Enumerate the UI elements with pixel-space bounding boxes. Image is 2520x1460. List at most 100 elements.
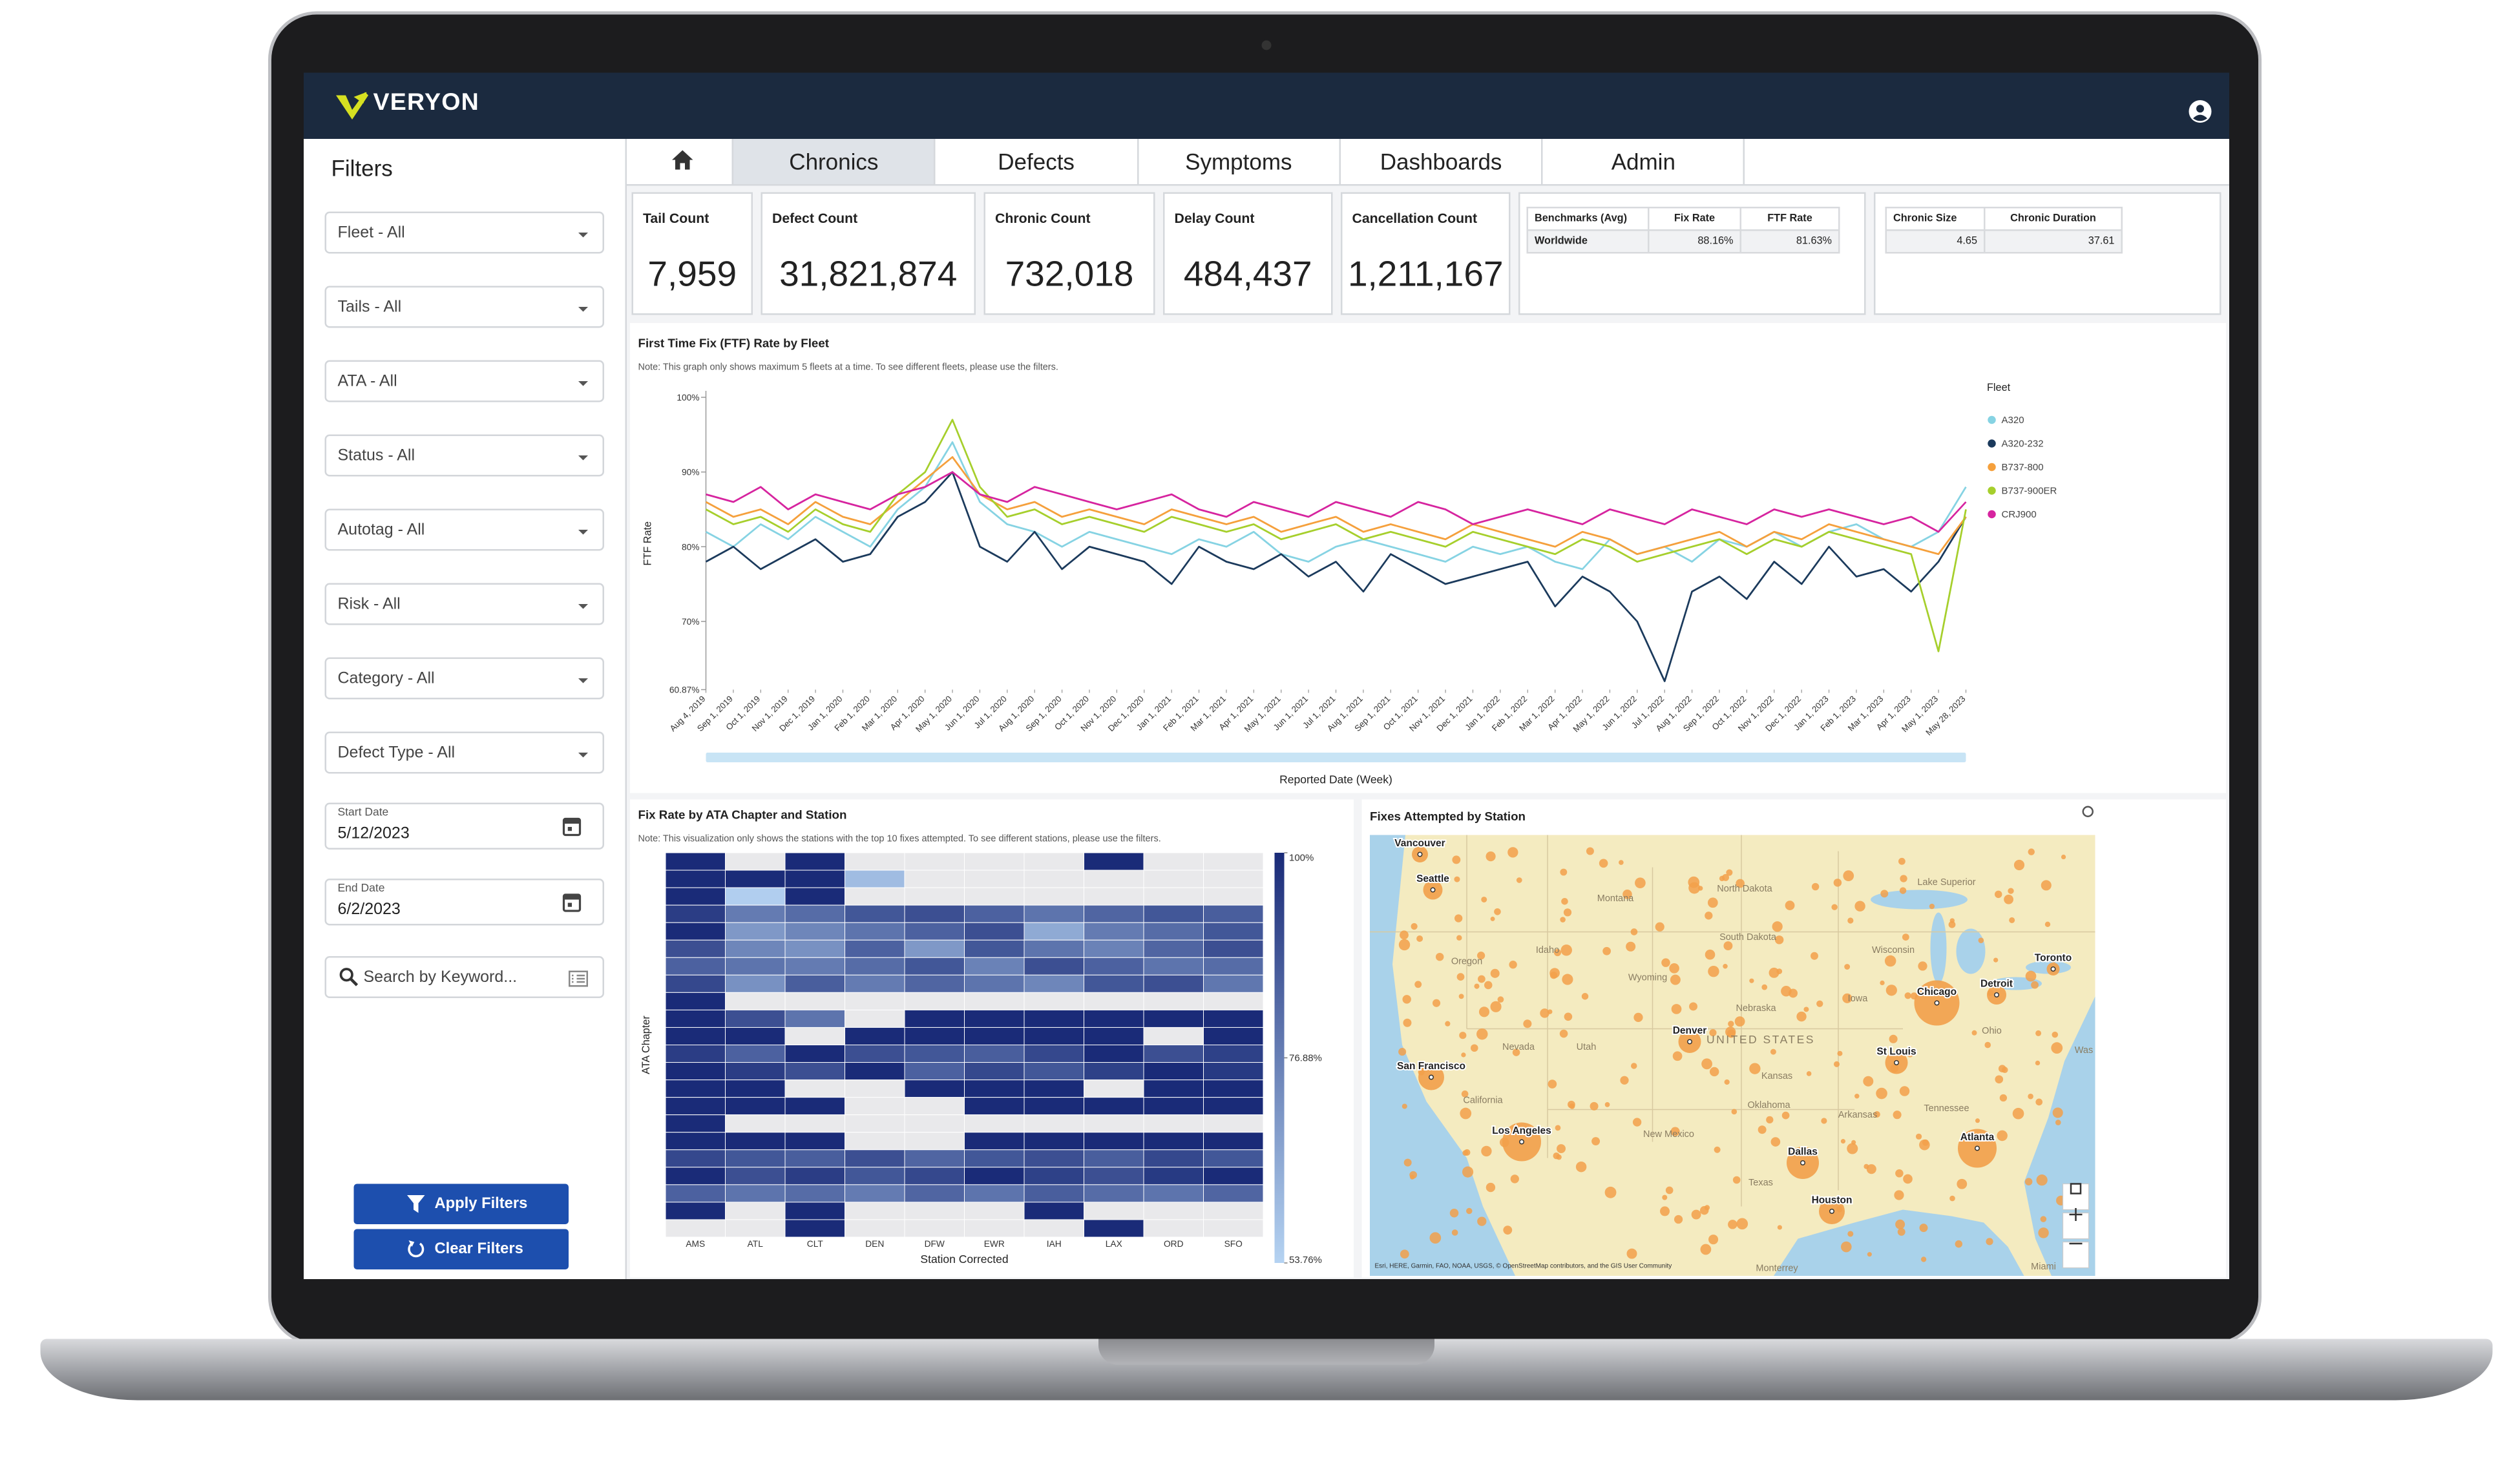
map-dot	[1704, 1205, 1710, 1211]
kpi-card: Chronic Count 732,018	[983, 192, 1155, 315]
line-chart: First Time Fix (FTF) Rate by Fleet Note: …	[638, 337, 2057, 786]
tab[interactable]: Dashboards	[1341, 139, 1543, 184]
region-label: Lake Superior	[1917, 877, 1975, 888]
date-field[interactable]: Start Date 5/12/2023	[324, 802, 604, 850]
filter-dropdown[interactable]: Tails - All	[324, 286, 604, 328]
heatmap-cell	[1084, 1062, 1144, 1081]
calendar-top	[563, 819, 580, 824]
map-dot	[1769, 967, 1780, 978]
series-line	[705, 471, 1967, 682]
heatmap-cell	[784, 1219, 845, 1238]
great-lake	[1956, 928, 1986, 974]
clear-button[interactable]: Clear Filters	[353, 1229, 569, 1269]
filter-dropdown[interactable]: Risk - All	[324, 583, 604, 625]
map-dot	[1841, 1241, 1852, 1253]
heatmap-cell	[1203, 922, 1264, 941]
map-dot	[1986, 1238, 1993, 1246]
search-handle	[349, 977, 359, 986]
reset-arc	[408, 1242, 425, 1258]
map-dot	[1844, 964, 1851, 970]
map-dot	[1734, 1016, 1745, 1027]
tab[interactable]: Admin	[1543, 139, 1746, 184]
heatmap-cell	[725, 1009, 786, 1028]
map-dot	[1674, 1215, 1683, 1224]
filter-dropdown[interactable]: Autotag - All	[324, 508, 604, 551]
heatmap-cell	[1203, 1009, 1264, 1028]
zoom-out[interactable]	[2062, 1241, 2090, 1269]
map-dot	[1948, 921, 1956, 928]
map-dot	[1749, 978, 1754, 983]
options-lines	[572, 974, 585, 983]
map-dot	[1602, 946, 1611, 955]
heatmap-cell	[964, 1202, 1025, 1220]
series-line	[705, 419, 1967, 652]
heatmap-cell	[725, 1202, 786, 1220]
apply-button[interactable]: Apply Filters	[353, 1184, 569, 1224]
heatmap-cell	[964, 992, 1025, 1010]
heatmap-cell	[665, 1184, 726, 1203]
map-dot	[1454, 914, 1463, 923]
heatmap-cell	[725, 1219, 786, 1238]
tab[interactable]: Chronics	[733, 139, 936, 184]
heatmap-cell	[1024, 1149, 1084, 1168]
filter-dropdown[interactable]: Defect Type - All	[324, 731, 604, 774]
heatmap-cell	[845, 1062, 905, 1081]
reset-arrow	[408, 1240, 415, 1247]
map-dot	[1915, 1133, 1922, 1140]
heatmap-cell	[845, 1167, 905, 1185]
map-dot	[1672, 1051, 1683, 1061]
map-dot	[1831, 904, 1838, 910]
date-value: 5/12/2023	[337, 825, 410, 844]
map-dot	[1816, 1000, 1823, 1007]
dropdown-label: Risk - All	[337, 596, 401, 614]
map-dot	[1586, 847, 1594, 855]
y-tick-label: 80%	[682, 542, 700, 552]
zoom-target[interactable]	[2062, 1183, 2090, 1211]
search-field[interactable]: Search by Keyword...	[324, 956, 604, 998]
filter-dropdown[interactable]: ATA - All	[324, 360, 604, 402]
map-dot	[1669, 963, 1679, 974]
map-dot	[2035, 1098, 2043, 1106]
date-label: End Date	[337, 883, 385, 895]
heatmap-cell	[784, 1027, 845, 1046]
search-icon	[339, 968, 359, 986]
heatmap-cell	[964, 1132, 1025, 1151]
region-label: Tennessee	[1924, 1103, 1969, 1114]
heatmap-cell	[1203, 1027, 1264, 1046]
heatmap-cell	[1143, 1114, 1204, 1133]
heatmap-cell	[784, 922, 845, 941]
map-dot	[1398, 1048, 1407, 1056]
home-tab[interactable]	[629, 139, 733, 184]
y-tick-label: 90%	[682, 468, 700, 477]
heatmap-cell	[1143, 852, 1204, 871]
map-dot	[1984, 1041, 1991, 1048]
filter-dropdown[interactable]: Fleet - All	[324, 211, 604, 254]
user-icon[interactable]	[2189, 100, 2212, 123]
map-dot	[1456, 935, 1462, 941]
heatmap-cell	[1084, 939, 1144, 958]
map-dot	[1429, 1232, 1442, 1244]
kpi-value: 7,959	[647, 253, 737, 295]
heatmap-cell	[784, 1079, 845, 1098]
map-dot	[2052, 1031, 2059, 1038]
table-row: 4.65 37.61	[1885, 229, 2123, 254]
heatmap-cell	[1143, 870, 1204, 888]
tab-label: Admin	[1611, 149, 1675, 174]
date-field[interactable]: End Date 6/2/2023	[324, 879, 604, 926]
map-dot	[1655, 922, 1664, 932]
tab-label: Symptoms	[1185, 149, 1292, 174]
map-dot	[1903, 1174, 1913, 1184]
filter-dropdown[interactable]: Status - All	[324, 434, 604, 477]
heatmap-cell	[964, 1219, 1025, 1238]
map-dot	[2041, 880, 2052, 891]
map-dot	[1635, 877, 1646, 889]
map-dot	[2024, 1178, 2033, 1185]
heatmap-cell	[1143, 1009, 1204, 1028]
filter-dropdown[interactable]: Category - All	[324, 657, 604, 700]
heatmap-cell	[1143, 1202, 1204, 1220]
filters-title: Filters	[331, 155, 393, 181]
tab[interactable]: Symptoms	[1138, 139, 1341, 184]
tab[interactable]: Defects	[936, 139, 1139, 184]
map-dot	[1728, 1220, 1738, 1229]
heatmap-cell	[964, 1045, 1025, 1063]
